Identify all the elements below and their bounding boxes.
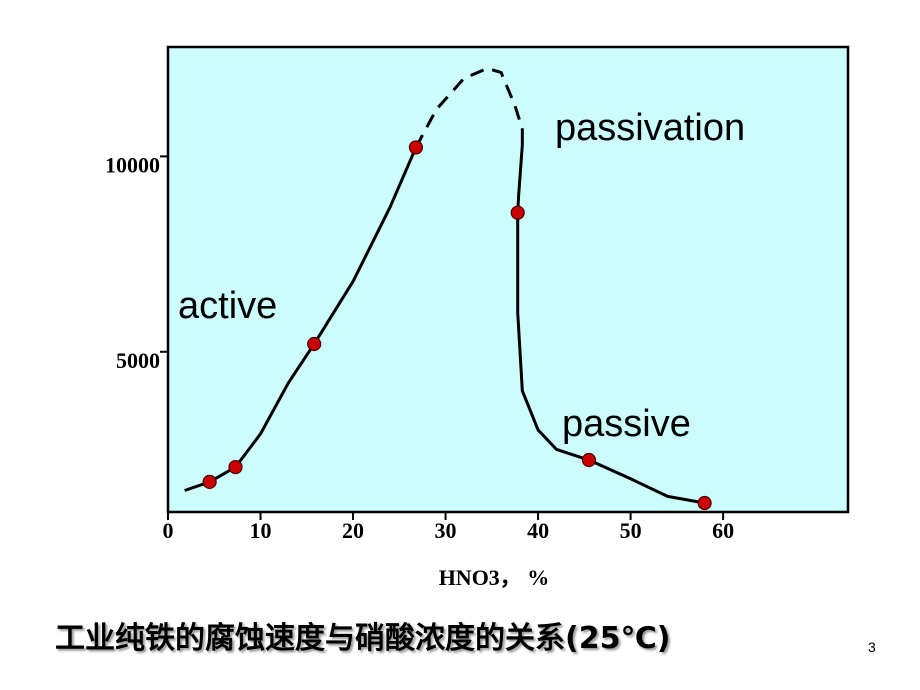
x-axis-label: HNO3， % — [439, 565, 550, 590]
data-point — [697, 495, 712, 511]
annotation: passive — [562, 403, 691, 445]
x-tick-label: 20 — [342, 518, 364, 543]
data-point — [202, 474, 217, 490]
page-number: 3 — [868, 639, 876, 655]
annotation: passivation — [555, 107, 745, 149]
x-tick-label: 0 — [163, 518, 174, 543]
x-tick-label: 10 — [250, 518, 272, 543]
y-tick-label: 5000 — [116, 348, 160, 373]
data-point — [228, 459, 243, 475]
curve — [184, 146, 418, 492]
x-tick-label: 40 — [527, 518, 549, 543]
caption: 工业纯铁的腐蚀速度与硝酸浓度的关系(25℃) — [55, 621, 671, 656]
data-point — [581, 452, 597, 468]
y-tick-label: 10000 — [105, 152, 160, 177]
data-point — [510, 205, 525, 220]
data-point — [307, 336, 322, 352]
annotation: active — [178, 285, 277, 327]
data-point — [408, 140, 424, 155]
x-tick-label: 60 — [712, 518, 734, 543]
curve — [516, 129, 705, 505]
x-tick-label: 50 — [620, 518, 642, 543]
x-tick-label: 30 — [435, 518, 457, 543]
plot-area — [166, 45, 850, 514]
